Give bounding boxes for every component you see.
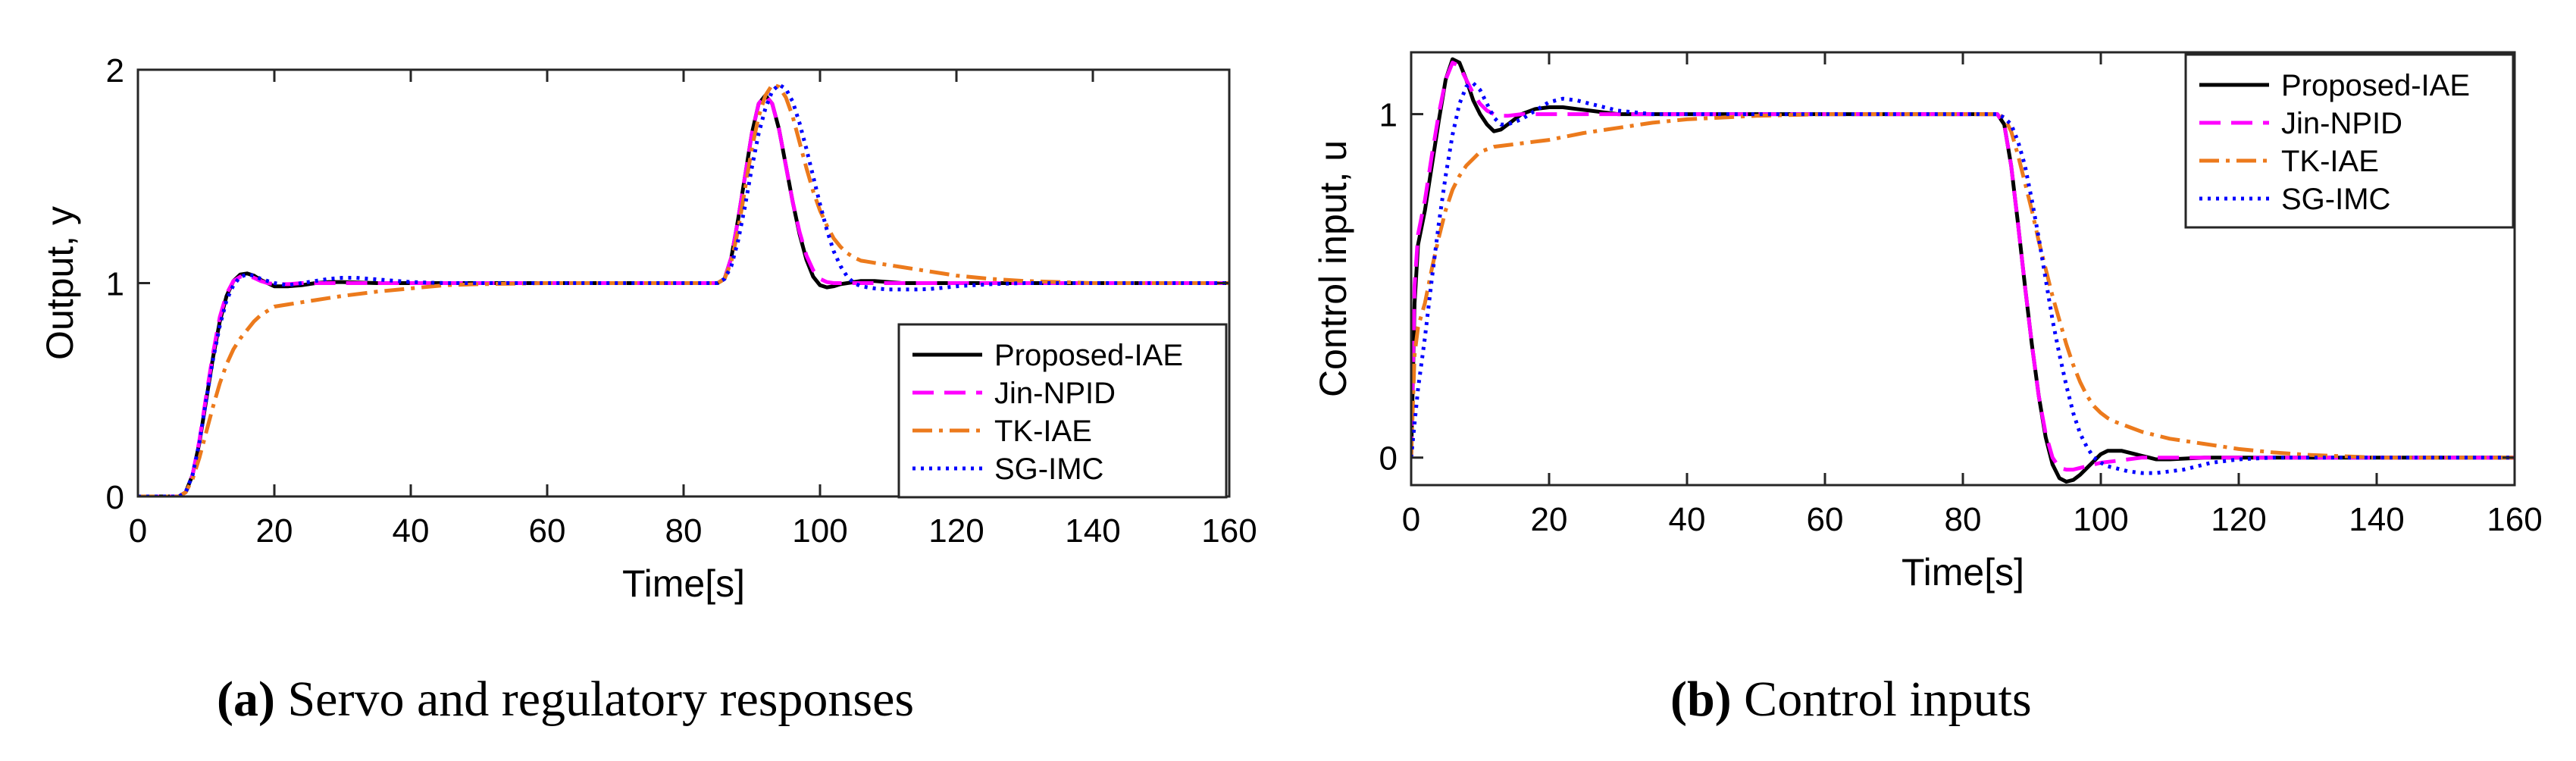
panel-a-series-group — [138, 83, 1229, 496]
panel-a-y-tick-label: 0 — [106, 479, 124, 516]
panel-b-x-tick-label: 100 — [2073, 501, 2128, 538]
panel-b-x-tick-label: 80 — [1945, 501, 1982, 538]
panel-a-legend-label-tk-iae: TK-IAE — [994, 415, 1092, 448]
panel-b-chart: 0 20 40 60 80 100 120 140 160 0 1 Time[s] Control in… — [1312, 51, 2543, 593]
panel-b-x-tick-label: 0 — [1402, 501, 1420, 538]
caption-b: (b) Control inputs — [1670, 671, 2032, 728]
panel-b-legend-label-jin-npid: Jin-NPID — [2281, 107, 2402, 140]
caption-a-text: Servo and regulatory responses — [287, 672, 915, 727]
panel-b-y-tick-label: 1 — [1379, 97, 1398, 134]
caption-a-label: (a) — [217, 672, 275, 727]
panel-a-x-tick-label: 160 — [1201, 512, 1257, 550]
panel-a-legend: Proposed-IAE Jin-NPID TK-IAE SG-IMC — [897, 323, 1228, 499]
panel-a-y-tick-label: 2 — [106, 52, 124, 89]
panel-a-x-axis-label: Time[s] — [622, 562, 745, 605]
panel-b-x-axis-label: Time[s] — [1901, 551, 2024, 593]
panel-b-series-group — [1411, 57, 2515, 484]
panel-a-y-tick-label: 1 — [106, 266, 124, 303]
panel-a-x-tick-label: 100 — [792, 512, 847, 550]
panel-a-x-tick-label: 40 — [393, 512, 430, 550]
panel-a-x-tick-label: 140 — [1065, 512, 1120, 550]
panel-b-x-tick-label: 120 — [2211, 501, 2266, 538]
panel-a-legend-label-sg-imc: SG-IMC — [994, 453, 1103, 486]
caption-b-label: (b) — [1670, 672, 1732, 727]
panel-a-series-line-jin-npid — [138, 93, 1229, 496]
panel-a-x-tick-label: 80 — [665, 512, 703, 550]
panel-b-y-tick-label: 0 — [1379, 440, 1398, 478]
panel-b-x-tick-label: 140 — [2349, 501, 2404, 538]
panel-b-legend-label-sg-imc: SG-IMC — [2281, 183, 2390, 216]
panel-b-x-tick-label: 60 — [1807, 501, 1844, 538]
panel-a-legend-label-proposed-iae: Proposed-IAE — [994, 339, 1183, 372]
panel-a-x-tick-label: 120 — [928, 512, 984, 550]
panel-a-legend-label-jin-npid: Jin-NPID — [994, 377, 1116, 410]
panel-b-x-tick-label: 160 — [2487, 501, 2542, 538]
panel-b-legend-label-proposed-iae: Proposed-IAE — [2281, 69, 2470, 102]
panel-a-x-tick-label: 20 — [256, 512, 293, 550]
panel-a-x-tick-label: 0 — [129, 512, 147, 550]
panel-b-x-tick-label: 20 — [1531, 501, 1568, 538]
panel-a-chart: 0 20 40 60 80 100 120 140 160 0 1 2 Time[s] Output, y… — [39, 52, 1257, 605]
panel-a-x-tick-label: 60 — [529, 512, 566, 550]
caption-a: (a) Servo and regulatory responses — [217, 671, 914, 728]
panel-b-y-axis-label: Control input, u — [1312, 140, 1354, 397]
panel-a-y-axis-label: Output, y — [39, 206, 81, 360]
panel-b-series-line-tk-iae — [1411, 112, 2515, 460]
panel-a-series-line-sg-imc — [138, 83, 1229, 496]
panel-a-series-line-tk-iae — [138, 83, 1229, 496]
panel-b-legend-label-tk-iae: TK-IAE — [2281, 145, 2379, 178]
caption-b-text: Control inputs — [1744, 672, 2032, 727]
panel-b-legend: Proposed-IAE Jin-NPID TK-IAE SG-IMC — [2184, 53, 2515, 229]
panel-b-x-tick-label: 40 — [1669, 501, 1706, 538]
